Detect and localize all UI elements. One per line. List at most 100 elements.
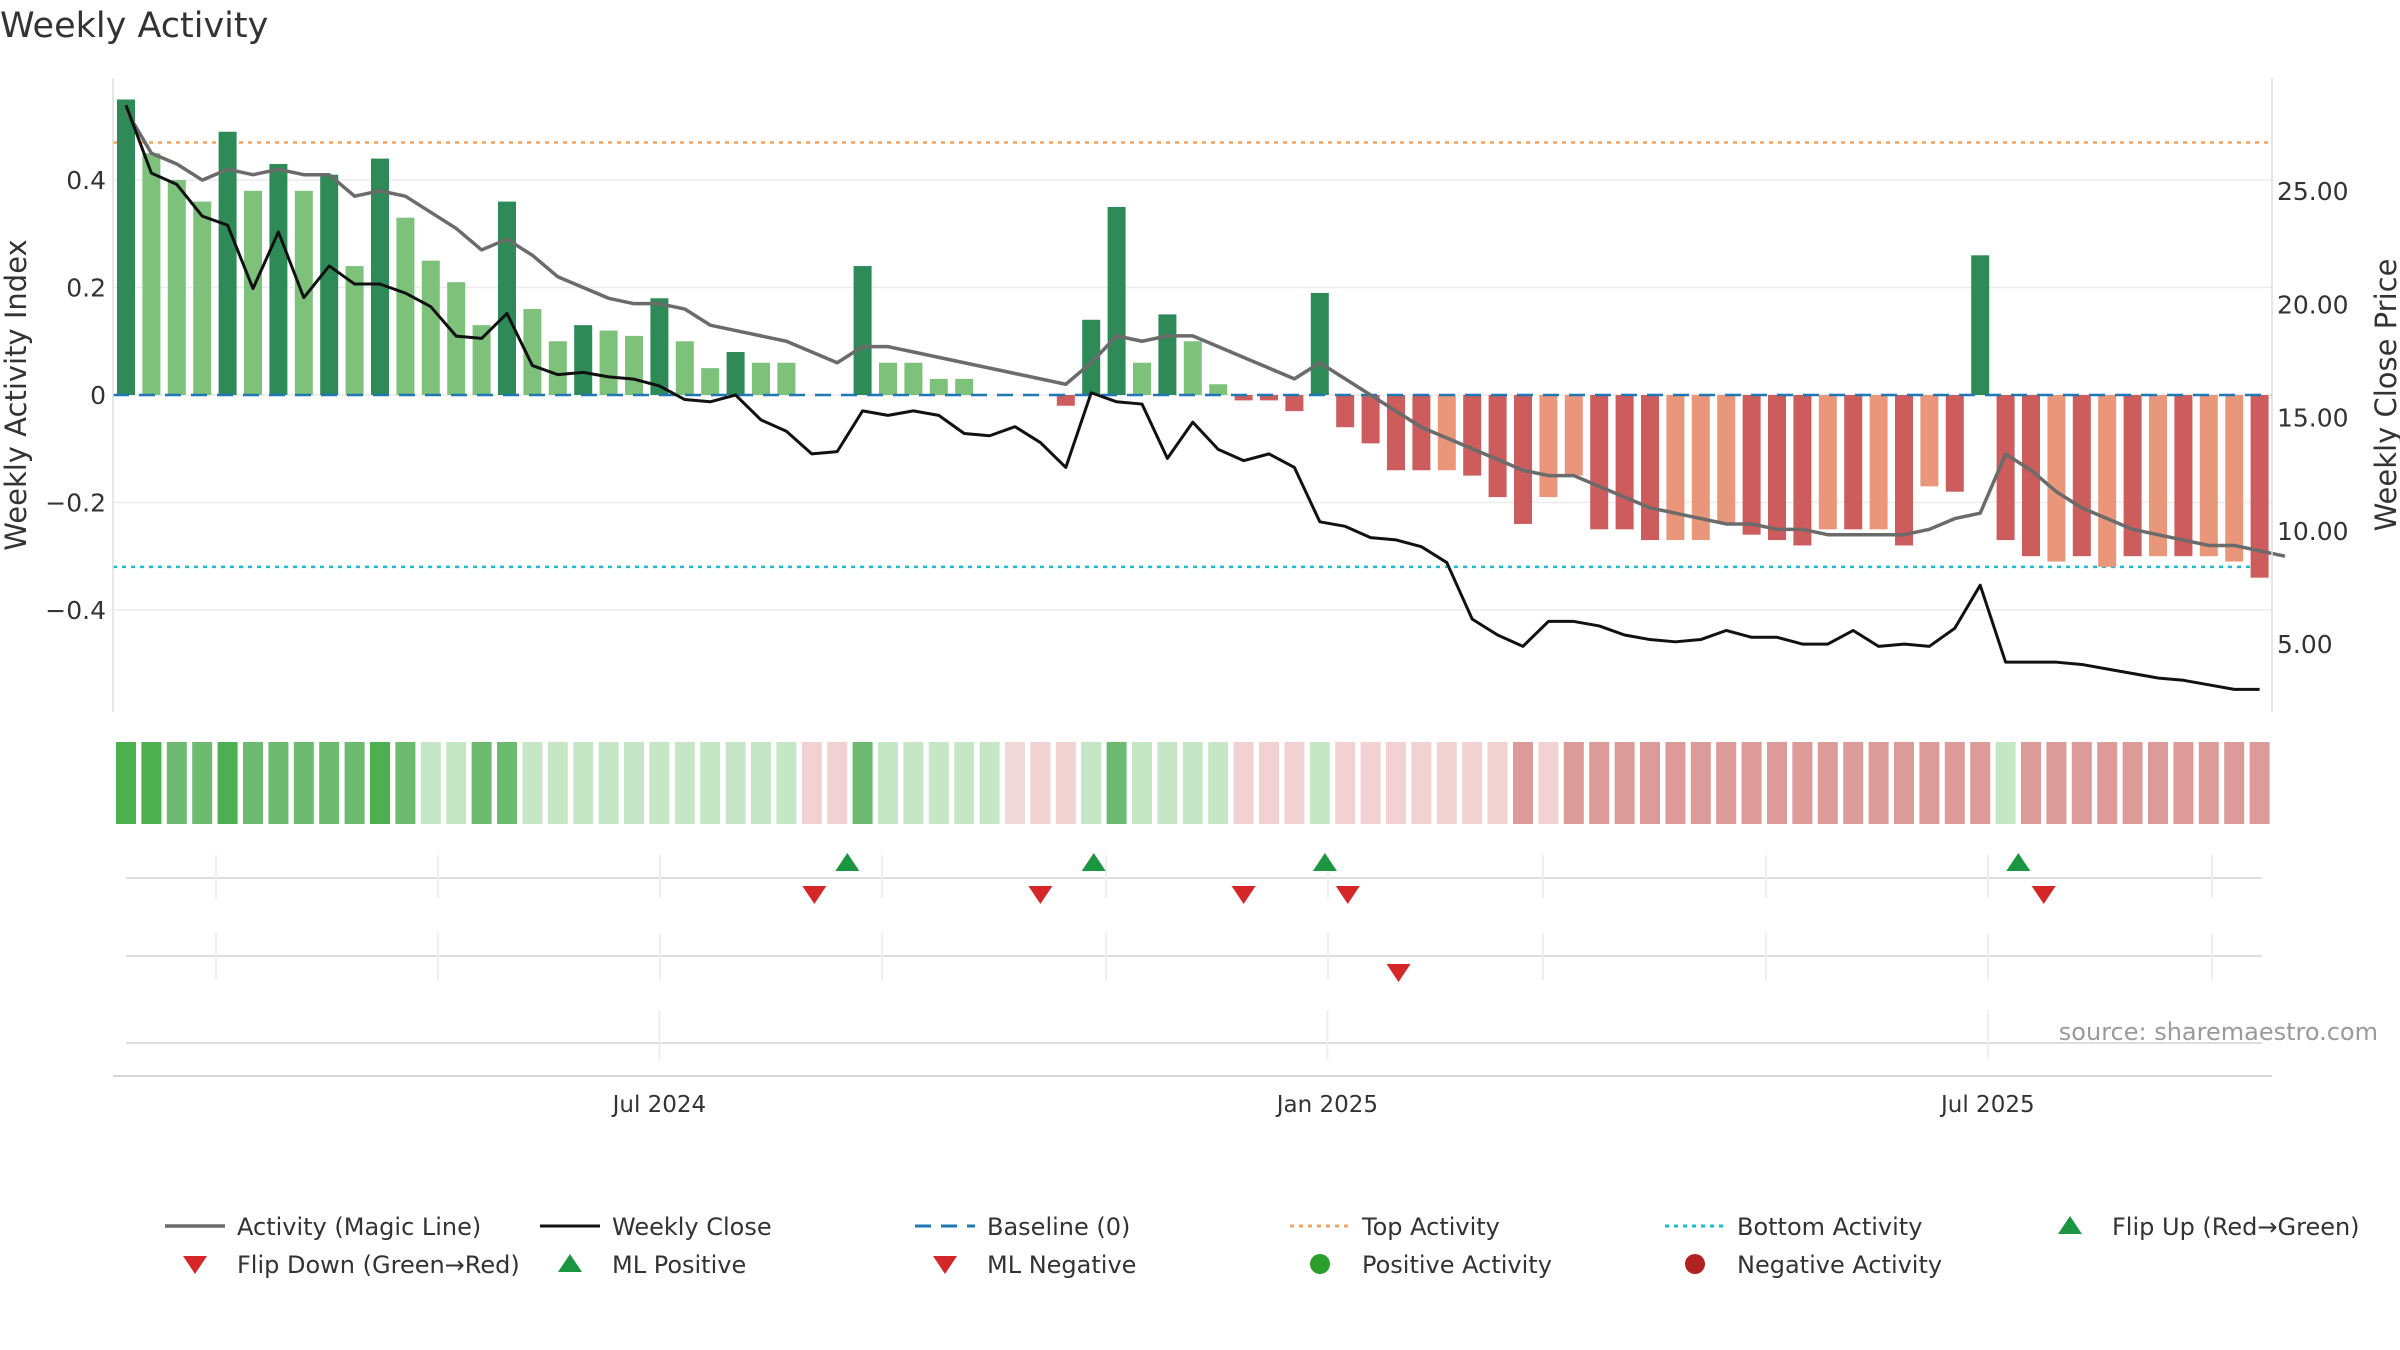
activity-bar: [1336, 395, 1355, 428]
strength-cell: [1436, 742, 1457, 824]
activity-bar: [675, 341, 694, 395]
strength-cell: [1767, 742, 1787, 824]
axes: 0.4 0.2 0 −0.2 −0.4 25.00 20.00 15.00 10.00 5.00…: [0, 78, 2400, 1118]
legend-label: ML Positive: [612, 1251, 746, 1279]
activity-bar: [1844, 395, 1863, 530]
flip-down-marker: [802, 886, 827, 904]
activity-bar: [853, 266, 872, 395]
legend: Activity (Magic Line) Weekly Close Baselin…: [165, 1213, 2360, 1279]
chart-title: Weekly Activity: [0, 6, 269, 46]
legend-label: Weekly Close: [612, 1213, 772, 1241]
triangle-up-green-icon: [2058, 1216, 2082, 1234]
strength-cell: [2249, 742, 2270, 824]
strength-cell: [319, 742, 340, 824]
strength-cell: [928, 742, 949, 824]
triangle-up-green-icon: [558, 1254, 582, 1272]
activity-bar: [320, 174, 339, 395]
strength-cell: [903, 742, 924, 824]
strength-cell: [801, 742, 822, 824]
flip-up-marker: [1312, 853, 1337, 871]
legend-item: Baseline (0): [915, 1213, 1130, 1241]
x-tick-label: Jul 2025: [1939, 1092, 2035, 1118]
strength-cell: [1817, 742, 1838, 824]
legend-item: Negative Activity: [1685, 1251, 1942, 1279]
activity-bar: [244, 190, 262, 395]
strength-cell: [2021, 742, 2041, 824]
activity-bar: [472, 325, 491, 395]
strength-cell: [370, 742, 390, 824]
flip-up-marker: [1081, 853, 1106, 871]
activity-bar: [1260, 395, 1278, 401]
strength-cell: [1081, 742, 1102, 824]
flip-up-marker: [2006, 853, 2031, 871]
strength-cell: [674, 742, 695, 824]
price-and-magic-lines: [124, 104, 2286, 691]
activity-bar: [1590, 395, 1609, 530]
legend-label: Baseline (0): [987, 1213, 1130, 1241]
activity-bar: [574, 325, 593, 395]
activity-bar: [1666, 395, 1685, 541]
strength-cell: [420, 742, 441, 824]
legend-item: Positive Activity: [1310, 1251, 1552, 1279]
left-tick-labels: 0.4 0.2 0 −0.2 −0.4: [45, 166, 106, 625]
activity-bar: [294, 190, 313, 395]
strength-cell: [1386, 742, 1406, 824]
left-tick-label: 0.4: [66, 166, 106, 195]
activity-bar: [650, 298, 669, 395]
strength-cell: [1614, 742, 1635, 824]
legend-label: Activity (Magic Line): [237, 1213, 481, 1241]
activity-bar: [167, 180, 186, 395]
strength-cell: [1360, 742, 1381, 824]
activity-bar: [421, 260, 440, 395]
left-axis-label: Weekly Activity Index: [0, 239, 33, 550]
legend-item: Weekly Close: [540, 1213, 772, 1241]
strength-cell: [1055, 742, 1076, 824]
activity-bar: [1793, 395, 1812, 546]
strength-cell: [1487, 742, 1508, 824]
strength-cell: [878, 742, 898, 824]
strength-cell: [268, 742, 289, 824]
strength-cell: [446, 742, 467, 824]
right-tick-label: 15.00: [2277, 404, 2349, 433]
strength-cell: [2224, 742, 2245, 824]
strength-cell: [1005, 742, 1025, 824]
activity-bar: [1539, 395, 1558, 498]
activity-bar: [1717, 395, 1736, 524]
strength-cell: [192, 742, 213, 824]
strength-cell: [1690, 742, 1711, 824]
strength-cell: [1995, 742, 2016, 824]
right-tick-label: 10.00: [2277, 517, 2349, 546]
activity-bar: [1310, 292, 1329, 395]
legend-item: Flip Up (Red→Green): [2058, 1213, 2360, 1241]
activity-bar: [929, 378, 948, 395]
strength-cell: [141, 742, 162, 824]
activity-bar: [2022, 395, 2040, 557]
activity-bar: [1285, 395, 1304, 412]
activity-bar: [1209, 384, 1228, 395]
activity-bar: [1564, 395, 1583, 476]
strength-cell: [751, 742, 771, 824]
strength-cell: [1944, 742, 1965, 824]
activity-bar: [2174, 395, 2193, 557]
strength-cell: [2046, 742, 2067, 824]
strength-cell: [1843, 742, 1864, 824]
activity-bar: [1463, 395, 1482, 476]
legend-label: ML Negative: [987, 1251, 1136, 1279]
left-tick-label: −0.4: [45, 596, 106, 625]
legend-label: Flip Up (Red→Green): [2112, 1213, 2360, 1241]
activity-bar: [2199, 395, 2218, 557]
strength-cell: [344, 742, 365, 824]
activity-bar: [1920, 395, 1939, 487]
strength-cell: [827, 742, 848, 824]
activity-bar: [1818, 395, 1837, 530]
strength-cell: [1411, 742, 1432, 824]
activity-bar: [701, 368, 720, 395]
activity-bar: [1234, 395, 1253, 401]
activity-bar: [1742, 395, 1761, 535]
activity-bar: [955, 378, 974, 395]
strength-cell: [1208, 742, 1229, 824]
activity-bar: [1615, 395, 1634, 530]
strength-cell: [954, 742, 975, 824]
activity-bar: [1691, 395, 1710, 541]
